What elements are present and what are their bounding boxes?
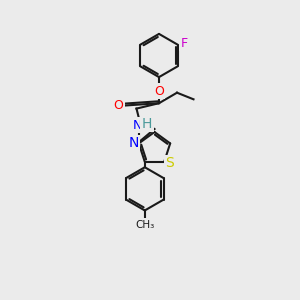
Text: CH₃: CH₃ (135, 220, 154, 230)
Text: N: N (128, 136, 139, 150)
Text: F: F (181, 37, 188, 50)
Text: O: O (114, 99, 123, 112)
Text: S: S (165, 156, 174, 170)
Text: N: N (132, 118, 142, 132)
Text: O: O (154, 85, 164, 98)
Text: H: H (142, 117, 152, 131)
